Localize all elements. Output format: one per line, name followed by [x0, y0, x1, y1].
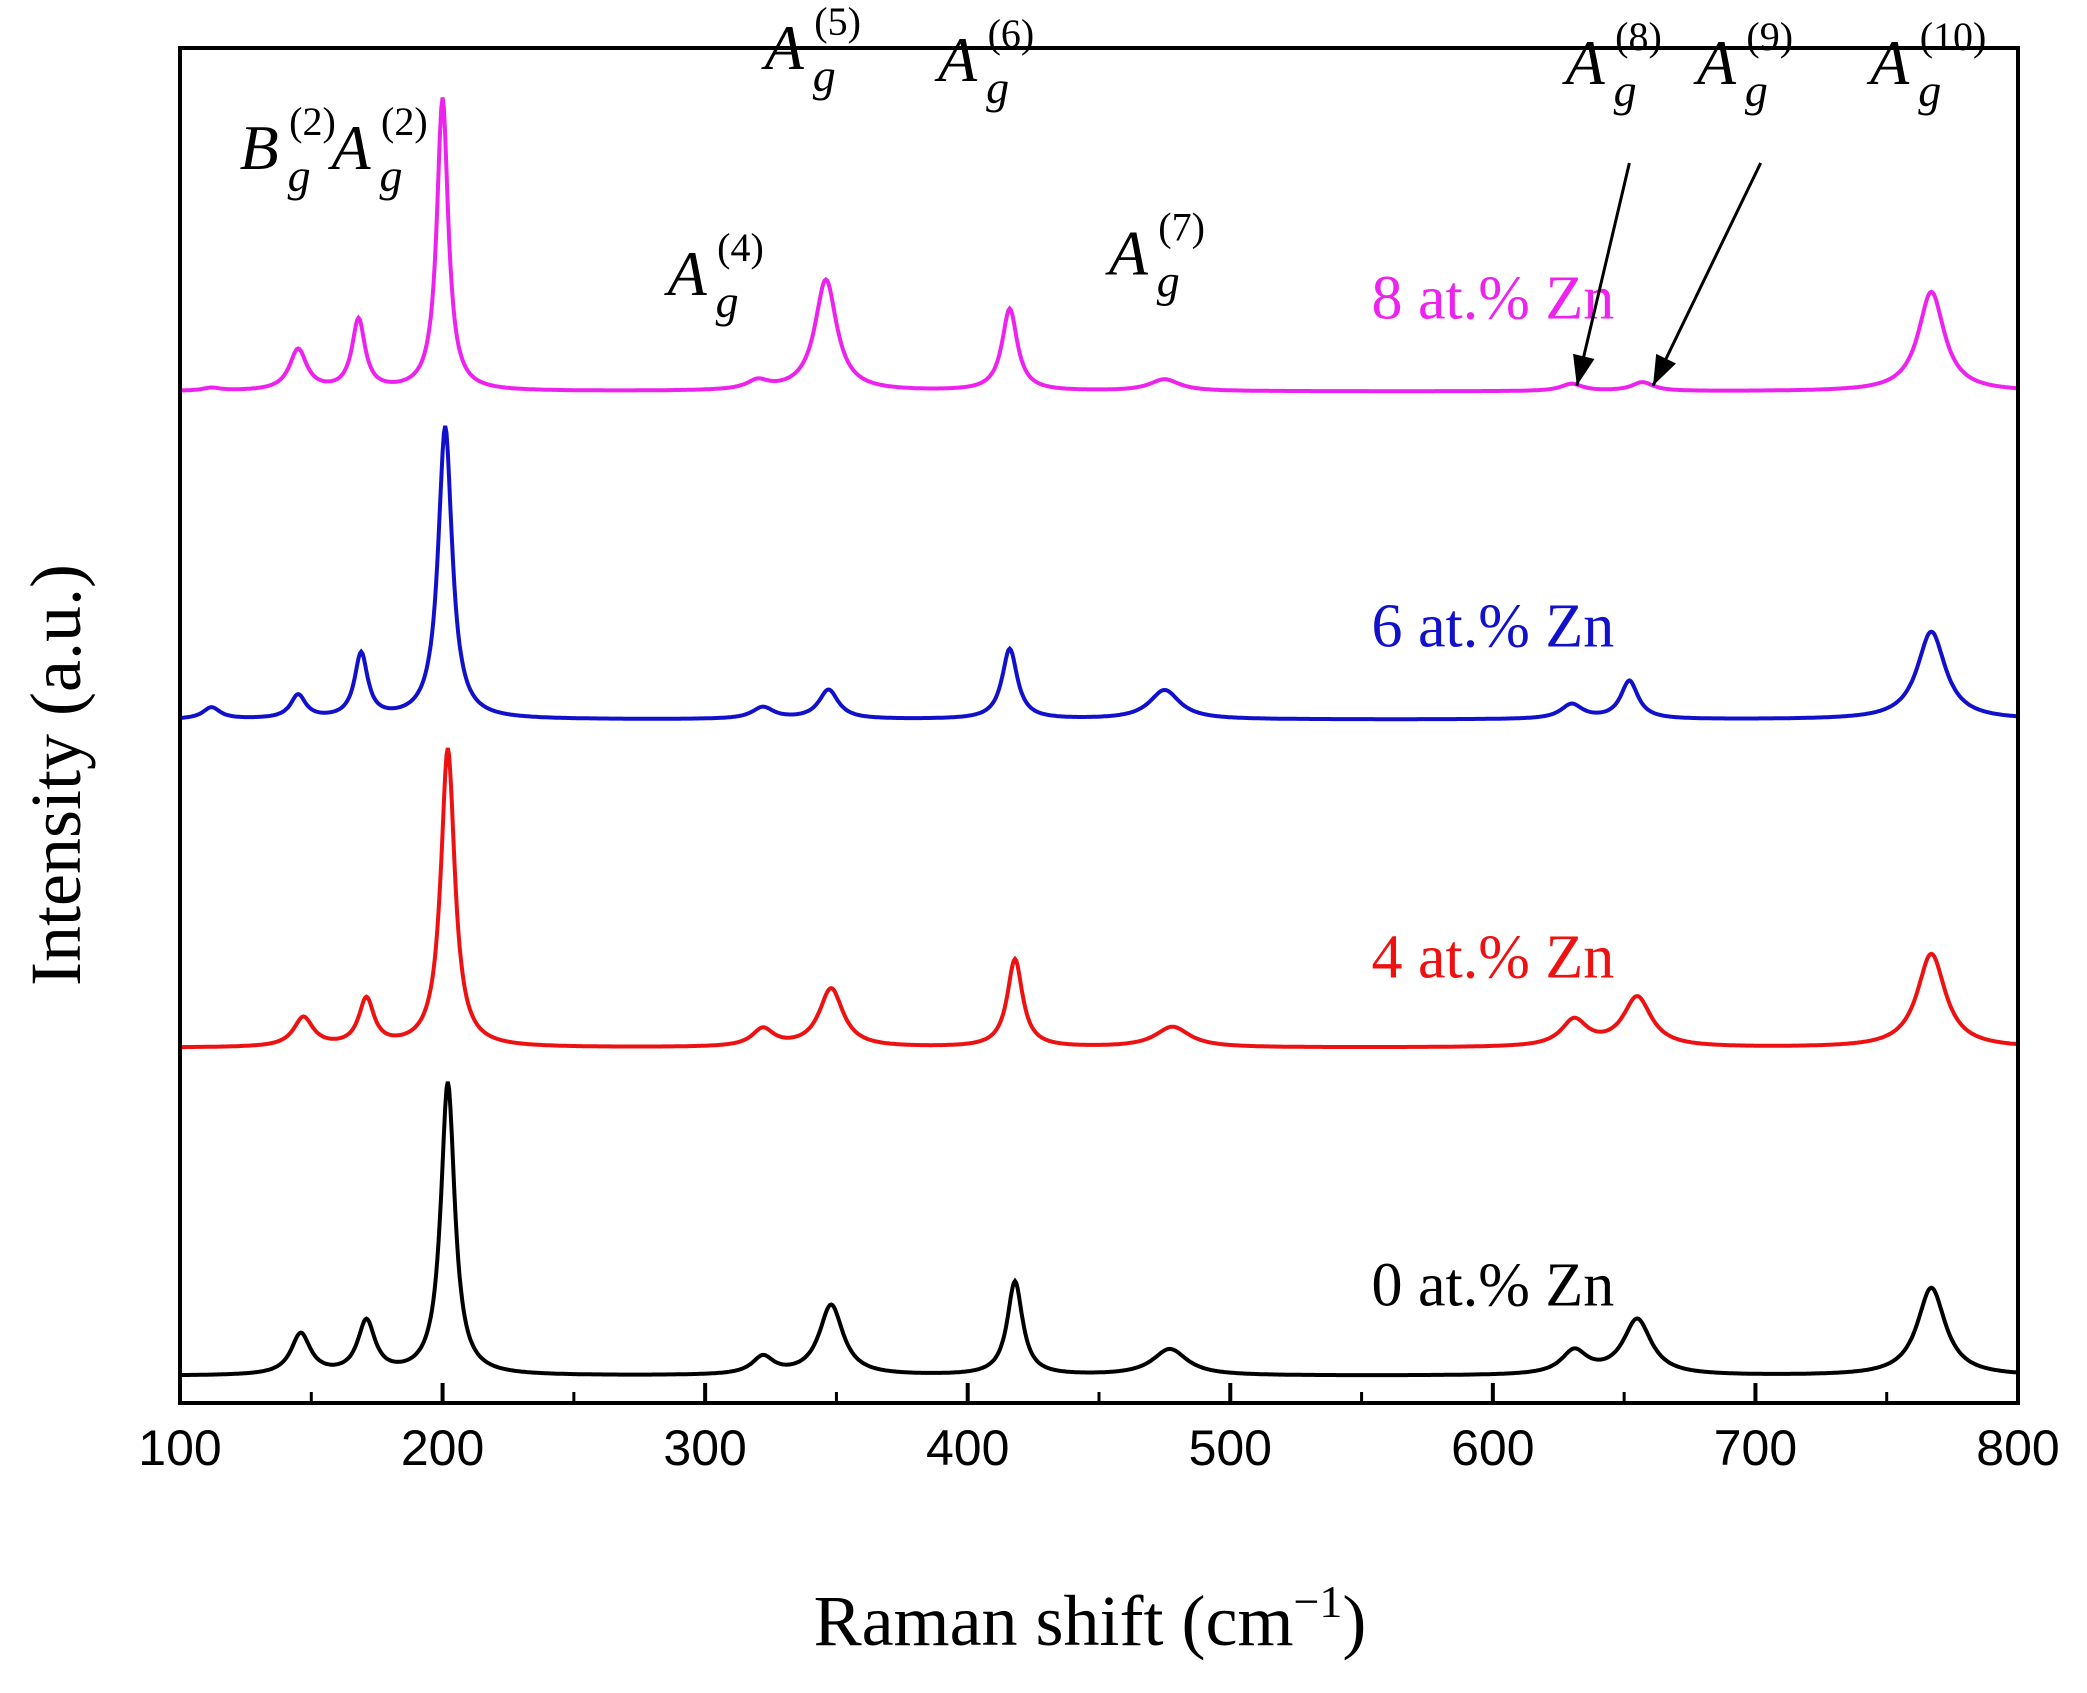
- x-tick-label: 600: [1451, 1420, 1534, 1476]
- x-tick-label: 800: [1976, 1420, 2059, 1476]
- series-line-1: [180, 747, 2019, 1050]
- peak-label-main: A: [1105, 217, 1149, 288]
- peak-label-sub: g: [1614, 65, 1637, 116]
- series-layer: 0 at.% Zn 4 at.% Zn 6 at.% Zn 8 at.% Zn: [179, 97, 2019, 1378]
- peak-label-sup: (7): [1158, 204, 1205, 249]
- annotation-arrow-0: [1573, 162, 1631, 387]
- x-tick-label: 700: [1714, 1420, 1797, 1476]
- x-tick-label: 300: [663, 1420, 746, 1476]
- peak-label-main: A: [1866, 27, 1910, 98]
- x-tick-label: 500: [1189, 1420, 1272, 1476]
- peak-label-main: A: [1693, 27, 1737, 98]
- x-axis-title-close: ): [1342, 1581, 1366, 1661]
- peak-label-sub: g: [380, 150, 403, 201]
- peak-label-sub: g: [1157, 255, 1180, 306]
- peak-label-main: A: [1562, 27, 1606, 98]
- peak-label-sub: g: [288, 150, 311, 201]
- x-tick-label: 400: [926, 1420, 1009, 1476]
- series-line-3: [180, 97, 2019, 394]
- y-axis-title: Intensity (a.u.): [16, 564, 96, 986]
- x-tick-label: 100: [138, 1420, 221, 1476]
- peak-label-main: A: [934, 24, 978, 95]
- x-tick-label: 200: [401, 1420, 484, 1476]
- peak-label-sup: (5): [814, 0, 861, 44]
- series-line-2: [179, 425, 2019, 722]
- peak-label-sup: (10): [1920, 14, 1987, 59]
- peak-label-sup: (4): [717, 225, 764, 270]
- peak-label-sub: g: [1745, 65, 1768, 116]
- peak-label-sub: g: [1918, 65, 1941, 116]
- peak-label-main: A: [328, 112, 372, 183]
- annotation-arrow-1: [1651, 162, 1763, 387]
- arrow-layer: [1573, 162, 1763, 387]
- x-axis-title-main: Raman shift (cm: [814, 1581, 1294, 1661]
- series-label-3: 8 at.% Zn: [1371, 264, 1614, 332]
- peak-label-sub: g: [986, 62, 1009, 113]
- x-axis-title-sup: −1: [1293, 1576, 1342, 1627]
- series-line-0: [180, 1081, 2019, 1378]
- peak-label-sup: (2): [381, 99, 428, 144]
- series-label-2: 6 at.% Zn: [1371, 592, 1614, 660]
- peak-label-main: B: [240, 112, 279, 183]
- x-axis-title: Raman shift (cm−1): [814, 1576, 1367, 1661]
- series-label-1: 4 at.% Zn: [1371, 924, 1614, 992]
- peak-label-main: A: [664, 238, 708, 309]
- peak-label-sub: g: [813, 50, 836, 101]
- peak-label-sub: g: [716, 276, 739, 327]
- peak-label-sup: (9): [1746, 14, 1793, 59]
- peak-label-sup: (2): [289, 99, 336, 144]
- peak-label-sup: (8): [1615, 14, 1662, 59]
- x-ticks: 100 200 300 400 500 600 700 800: [138, 1383, 2060, 1476]
- series-label-0: 0 at.% Zn: [1371, 1252, 1614, 1320]
